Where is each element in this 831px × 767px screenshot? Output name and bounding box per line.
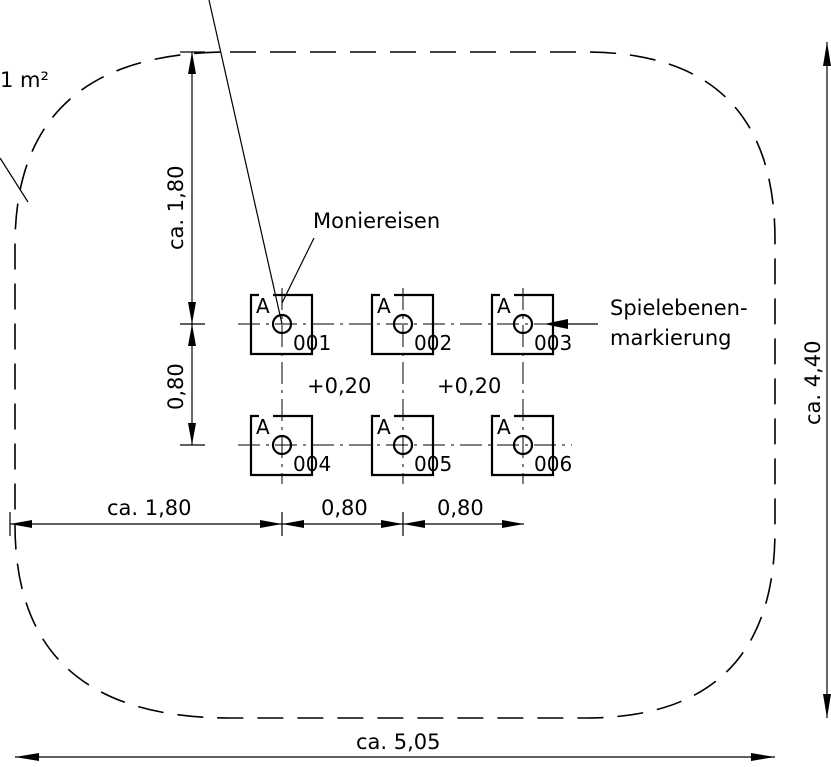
offset-label-2: +0,20 (437, 374, 501, 398)
spielebenen-label-line2: markierung (610, 326, 731, 350)
svg-text:A: A (377, 415, 391, 439)
area-leader-line (0, 157, 29, 203)
svg-text:A: A (256, 415, 270, 439)
moniereisen-label: Moniereisen (313, 209, 440, 233)
moniereisen-leader-top (208, 0, 283, 325)
dim-bottom-mid2-label: 0,80 (437, 496, 484, 520)
moniereisen-leader (281, 237, 315, 304)
dim-bottom-mid1-label: 0,80 (321, 496, 368, 520)
spielebenen-label-line1: Spielebenen- (610, 296, 748, 320)
dim-vertical-right (823, 42, 831, 718)
svg-text:A: A (256, 294, 270, 318)
svg-text:A: A (497, 415, 511, 439)
marker-004: A 004 (249, 414, 331, 477)
area-outline (14, 51, 776, 719)
svg-text:006: 006 (534, 452, 572, 476)
dim-total-width-label: ca. 5,05 (356, 730, 441, 754)
svg-text:A: A (497, 294, 511, 318)
dim-horizontal-row (9, 512, 524, 536)
dim-vertical-bottom-label: 0,80 (164, 363, 188, 410)
dim-total-width (15, 753, 775, 761)
svg-text:005: 005 (414, 452, 452, 476)
svg-text:003: 003 (534, 331, 572, 355)
dim-vertical-top-label: ca. 1,80 (164, 165, 188, 250)
area-label: 1 m² (0, 68, 49, 92)
dim-vertical-right-label: ca. 4,40 (801, 340, 825, 425)
offset-label-1: +0,20 (307, 374, 371, 398)
svg-text:001: 001 (293, 331, 331, 355)
dim-vertical-bottom (180, 324, 205, 446)
marker-001: A 001 (249, 293, 331, 356)
svg-text:002: 002 (414, 331, 452, 355)
svg-text:004: 004 (293, 452, 331, 476)
svg-text:A: A (377, 294, 391, 318)
marker-003: A 003 (490, 293, 572, 356)
marker-006: A 006 (490, 414, 572, 477)
marker-005: A 005 (370, 414, 452, 477)
marker-002: A 002 (370, 293, 452, 356)
spielebenen-arrow (544, 319, 568, 329)
dim-bottom-left-label: ca. 1,80 (107, 496, 192, 520)
